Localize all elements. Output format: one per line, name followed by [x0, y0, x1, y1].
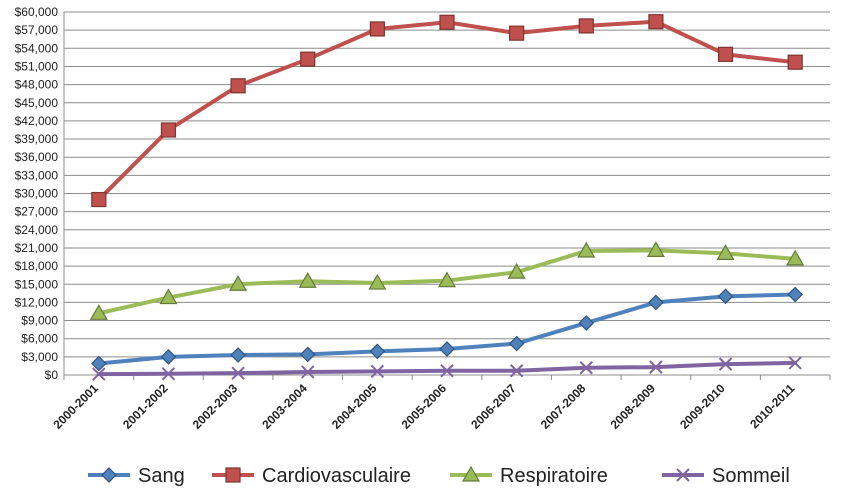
y-tick-label: $36,000: [15, 150, 59, 164]
data-point-respiratoire: [368, 273, 387, 290]
data-point-sang: [369, 343, 386, 360]
y-tick-label: $15,000: [15, 277, 59, 291]
x-tick-label: 2005-2006: [399, 381, 450, 432]
data-point-sommeil: [579, 361, 593, 375]
y-tick-label: $54,000: [15, 41, 59, 55]
data-point-sang: [717, 288, 734, 305]
y-tick-label: $21,000: [15, 241, 59, 255]
data-point-respiratoire: [577, 241, 596, 258]
x-tick-label: 2007-2008: [538, 381, 589, 432]
x-tick-label: 2010-2011: [747, 381, 797, 431]
x-tick-label: 2004-2005: [329, 381, 380, 432]
y-tick-label: $9,000: [21, 314, 58, 328]
data-point-sommeil: [718, 357, 733, 371]
y-tick-label: $3,000: [21, 350, 58, 364]
data-point-sang: [160, 349, 177, 365]
data-point-respiratoire: [507, 262, 526, 279]
data-point-respiratoire: [159, 288, 178, 305]
data-point-cardiovasculaire: [578, 18, 594, 34]
legend-label: Respiratoire: [500, 465, 608, 487]
y-axis-tick-labels: $0 $3,000 $6,000 $9,000 $12,000 $15,000 $18,00…: [15, 5, 59, 382]
y-tick-label: $30,000: [15, 187, 59, 201]
data-point-respiratoire: [298, 272, 317, 288]
data-point-respiratoire: [437, 271, 457, 288]
data-point-sang: [439, 341, 455, 357]
data-point-sang: [90, 355, 107, 372]
data-point-cardiovasculaire: [230, 78, 246, 94]
y-tick-label: $0: [45, 368, 59, 382]
data-point-respiratoire: [786, 249, 805, 266]
data-point-sang: [787, 286, 804, 303]
data-point-cardiovasculaire: [369, 21, 385, 37]
series-lines: [96, 19, 798, 377]
data-point-sommeil: [92, 367, 106, 381]
legend-label: Sommeil: [712, 465, 790, 487]
data-point-cardiovasculaire: [787, 54, 803, 70]
data-point-cardiovasculaire: [509, 25, 525, 41]
data-point-respiratoire: [229, 275, 248, 291]
data-point-sommeil: [161, 367, 176, 381]
data-point-sommeil: [440, 364, 454, 378]
legend-swatch-marker: [225, 467, 241, 483]
series-line-sommeil: [96, 360, 798, 377]
legend-label: Cardiovasculaire: [262, 465, 411, 487]
data-point-sang: [299, 346, 316, 363]
data-point-respiratoire: [646, 241, 665, 257]
legend-swatch-marker: [101, 467, 117, 483]
x-tick-label: 2002-2003: [190, 381, 241, 432]
y-tick-label: $18,000: [15, 259, 59, 273]
data-point-sommeil: [788, 356, 802, 370]
data-point-respiratoire: [716, 244, 735, 260]
y-tick-label: $60,000: [15, 5, 59, 19]
data-point-cardiovasculaire: [648, 14, 664, 30]
legend-item-sommeil: Sommeil: [662, 465, 790, 487]
data-point-cardiovasculaire: [91, 191, 107, 208]
axes: [63, 12, 831, 380]
data-point-sommeil: [509, 364, 524, 378]
legend-item-cardiovasculaire: Cardiovasculaire: [212, 465, 411, 487]
y-tick-label: $57,000: [15, 23, 59, 37]
x-tick-label: 2000-2001: [50, 381, 101, 432]
y-tick-label: $51,000: [15, 59, 59, 73]
data-point-sang: [508, 335, 525, 352]
y-tick-label: $48,000: [15, 78, 59, 92]
data-point-sang: [578, 315, 595, 331]
legend: Sang Cardiovasculaire Respiratoire Sommeil: [88, 465, 790, 487]
legend-item-respiratoire: Respiratoire: [450, 465, 608, 487]
data-point-sang: [648, 294, 664, 311]
data-point-respiratoire: [89, 304, 108, 320]
x-tick-label: 2001-2002: [120, 381, 171, 432]
x-tick-label: 2008-2009: [608, 381, 659, 432]
data-point-sommeil: [649, 360, 663, 374]
legend-label: Sang: [138, 465, 185, 487]
legend-item-sang: Sang: [88, 465, 185, 487]
y-tick-label: $12,000: [15, 295, 59, 309]
data-point-sommeil: [231, 366, 245, 380]
x-tick-label: 2003-2004: [259, 381, 310, 432]
data-point-sang: [230, 347, 246, 363]
data-point-cardiovasculaire: [439, 14, 455, 30]
data-point-cardiovasculaire: [717, 46, 734, 62]
x-tick-label: 2009-2010: [677, 381, 728, 432]
legend-swatch-marker: [676, 468, 690, 482]
y-tick-label: $24,000: [15, 223, 59, 237]
data-point-sommeil: [370, 364, 385, 379]
y-tick-label: $42,000: [15, 114, 59, 128]
data-point-sommeil: [301, 365, 315, 379]
gridlines: [64, 11, 830, 376]
y-tick-label: $27,000: [15, 205, 59, 219]
y-tick-label: $33,000: [15, 168, 59, 182]
series-markers: [89, 14, 805, 381]
y-tick-label: $39,000: [15, 132, 59, 146]
y-tick-label: $6,000: [21, 332, 58, 346]
x-axis-tick-labels: 2000-2001 2001-2002 2002-2003 2003-2004 2004…: [50, 381, 797, 432]
y-tick-label: $45,000: [15, 96, 59, 110]
data-point-cardiovasculaire: [160, 122, 177, 138]
data-point-cardiovasculaire: [300, 51, 316, 67]
legend-swatch-marker: [461, 465, 481, 482]
x-tick-label: 2006-2007: [468, 381, 519, 432]
